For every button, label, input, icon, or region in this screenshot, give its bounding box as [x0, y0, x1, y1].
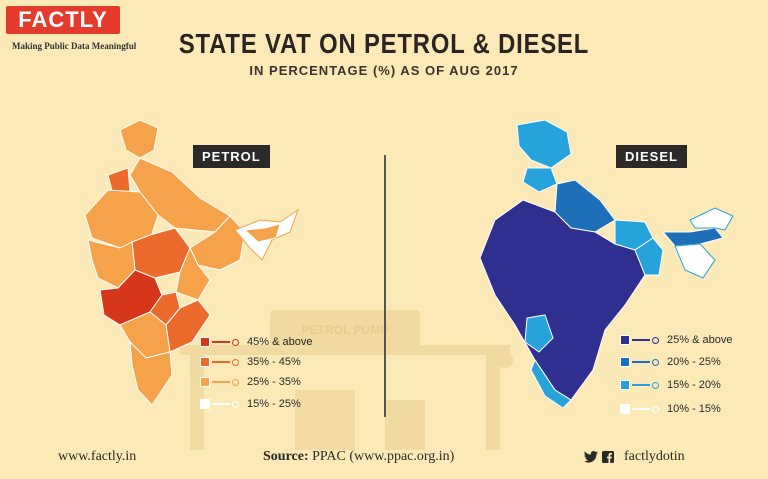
petrol-label: PETROL [193, 145, 270, 168]
footer-social[interactable]: factlydotin [584, 449, 685, 465]
petrol-map [84, 120, 299, 406]
petrol-legend-item: 25% - 35% [200, 376, 301, 388]
diesel-legend-swatch [620, 357, 630, 367]
diesel-label: DIESEL [616, 145, 687, 168]
petrol-region-assam [243, 223, 281, 243]
diesel-region-karnataka-part [524, 314, 554, 353]
petrol-legend-swatch [200, 357, 210, 367]
diesel-region-himachal [522, 167, 558, 193]
diesel-legend-swatch [620, 380, 630, 390]
tagline: Making Public Data Meaningful [12, 41, 137, 51]
source-label: Source: [263, 449, 309, 464]
diesel-region-assam [661, 227, 724, 247]
factly-logo: FACTLY [6, 6, 120, 34]
petrol-region-rajasthan [84, 189, 159, 249]
social-handle: factlydotin [624, 449, 685, 464]
diesel-map [479, 120, 734, 409]
petrol-legend-label: 45% & above [247, 336, 313, 348]
petrol-pump-sign: PETROL PUMP [302, 323, 388, 337]
diesel-region-north [516, 120, 572, 169]
diesel-legend-label: 20% - 25% [667, 356, 721, 368]
petrol-legend-swatch [200, 399, 210, 409]
petrol-region-south [129, 340, 173, 406]
diesel-legend-item: 25% & above [620, 334, 732, 346]
footer-website[interactable]: www.factly.in [58, 449, 137, 464]
petrol-legend-label: 15% - 25% [247, 398, 301, 410]
diesel-region-west [479, 199, 646, 401]
diesel-legend-item: 15% - 20% [620, 379, 721, 391]
diesel-legend-label: 15% - 20% [667, 379, 721, 391]
petrol-legend-item: 45% & above [200, 336, 312, 348]
page-title: STATE VAT ON PETROL & DIESEL [178, 28, 590, 59]
petrol-legend-item: 35% - 45% [200, 356, 301, 368]
petrol-legend-item: 15% - 25% [200, 398, 301, 410]
diesel-legend-label: 10% - 15% [667, 403, 721, 415]
diesel-region-northeast [689, 207, 734, 231]
petrol-legend-label: 35% - 45% [247, 356, 301, 368]
diesel-legend-label: 25% & above [667, 334, 733, 346]
source-value: PPAC (www.ppac.org.in) [312, 449, 455, 464]
facebook-icon[interactable] [602, 451, 614, 463]
petrol-legend-label: 25% - 35% [247, 376, 301, 388]
diesel-legend-swatch [620, 335, 630, 345]
page-subtitle: IN PERCENTAGE (%) AS OF AUG 2017 [249, 63, 519, 78]
diesel-region-bengal [634, 237, 664, 276]
petrol-pump-illustration: PETROL PUMP [180, 310, 513, 450]
petrol-legend-swatch [200, 377, 210, 387]
petrol-legend-swatch [200, 337, 210, 347]
petrol-region-up [129, 157, 231, 233]
diesel-region-northeast-south [674, 243, 716, 279]
petrol-region-north [119, 120, 159, 159]
footer-source: Source: PPAC (www.ppac.org.in) [263, 449, 454, 465]
diesel-legend-swatch [620, 404, 630, 414]
diesel-region-kerala [530, 358, 572, 409]
divider [384, 155, 386, 417]
twitter-icon[interactable] [584, 451, 598, 463]
diesel-legend-item: 20% - 25% [620, 356, 721, 368]
diesel-legend-item: 10% - 15% [620, 403, 721, 415]
